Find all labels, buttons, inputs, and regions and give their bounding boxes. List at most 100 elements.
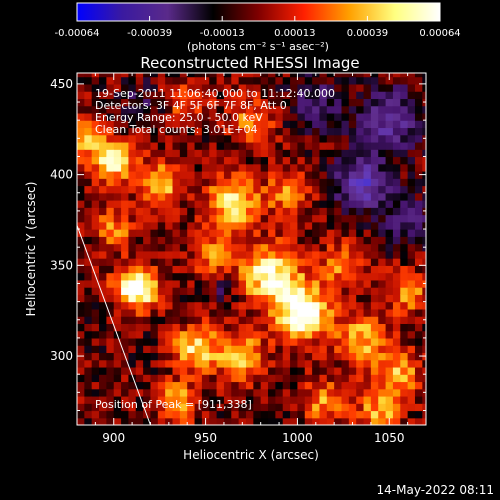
heatmap-cell <box>165 359 174 368</box>
heatmap-cell <box>216 337 225 346</box>
heatmap-cell <box>223 395 232 404</box>
heatmap-cell <box>231 185 240 194</box>
heatmap-cell <box>282 250 291 259</box>
heatmap-cell <box>84 316 93 324</box>
heatmap-cell <box>231 395 240 404</box>
heatmap-cell <box>135 301 144 310</box>
heatmap-cell <box>290 410 299 419</box>
heatmap-cell <box>275 395 284 404</box>
heatmap-cell <box>113 316 122 324</box>
heatmap-cell <box>209 279 218 288</box>
heatmap-cell <box>113 345 122 354</box>
heatmap-cell <box>223 221 232 230</box>
heatmap-cell <box>268 258 276 266</box>
heatmap-cell <box>187 417 196 425</box>
heatmap-cell <box>84 134 93 143</box>
heatmap-cell <box>201 76 210 85</box>
heatmap-cell <box>113 236 122 245</box>
heatmap-cell <box>341 388 350 397</box>
heatmap-cell <box>179 243 188 252</box>
heatmap-cell <box>407 98 416 107</box>
heatmap-cell <box>113 272 122 281</box>
heatmap-cell <box>179 374 188 383</box>
heatmap-cell <box>356 395 365 404</box>
heatmap-cell <box>414 337 423 346</box>
heatmap-cell <box>370 243 379 252</box>
heatmap-cell <box>414 83 423 92</box>
heatmap-cell <box>363 120 372 129</box>
heatmap-cell <box>326 323 335 332</box>
heatmap-cell <box>209 381 218 390</box>
heatmap-cell <box>253 200 262 208</box>
heatmap-cell <box>245 221 254 230</box>
heatmap-cell <box>91 381 100 390</box>
heatmap-cell <box>179 127 188 136</box>
heatmap-cell <box>245 207 254 216</box>
heatmap-cell <box>363 287 372 295</box>
heatmap-cell <box>150 163 159 172</box>
heatmap-cell <box>348 98 357 107</box>
heatmap-cell <box>392 141 401 150</box>
heatmap-cell <box>253 308 262 317</box>
heatmap-cell <box>223 287 232 295</box>
heatmap-cell <box>378 287 387 295</box>
heatmap-cell <box>385 374 394 383</box>
heatmap-cell <box>121 91 130 99</box>
heatmap-cell <box>245 120 254 129</box>
heatmap-cell <box>157 221 166 230</box>
heatmap-cell <box>268 316 276 324</box>
heatmap-cell <box>260 403 269 412</box>
heatmap-cell <box>135 200 144 208</box>
heatmap-cell <box>187 221 196 230</box>
heatmap-cell <box>77 73 85 78</box>
heatmap-cell <box>121 258 130 266</box>
heatmap-cell <box>275 388 284 397</box>
heatmap-cell <box>363 366 372 375</box>
heatmap-cell <box>245 214 254 223</box>
heatmap-cell <box>348 308 357 317</box>
heatmap-cell <box>334 76 343 85</box>
heatmap-cell <box>113 294 122 303</box>
heatmap-cell <box>238 156 247 165</box>
heatmap-cell <box>385 337 394 346</box>
heatmap-cell <box>77 91 85 99</box>
heatmap-cell <box>348 337 357 346</box>
peak-position-label: Position of Peak = [911,338] <box>95 398 252 411</box>
heatmap-cell <box>297 395 306 404</box>
heatmap-cell <box>385 250 394 259</box>
heatmap-cell <box>91 236 100 245</box>
heatmap-cell <box>157 366 166 375</box>
heatmap-cell <box>99 73 107 78</box>
heatmap-cell <box>363 395 372 404</box>
heatmap-cell <box>165 410 174 419</box>
heatmap-cell <box>312 76 321 85</box>
heatmap-cell <box>84 98 93 107</box>
heatmap-cell <box>341 337 350 346</box>
heatmap-cell <box>378 250 387 259</box>
heatmap-cell <box>422 192 426 201</box>
heatmap-cell <box>150 73 159 78</box>
heatmap-cell <box>326 403 335 412</box>
heatmap-cell <box>91 105 100 114</box>
heatmap-cell <box>128 301 137 310</box>
heatmap-cell <box>91 221 100 230</box>
heatmap-cell <box>121 323 130 332</box>
heatmap-cell <box>245 112 254 121</box>
heatmap-cell <box>172 381 181 390</box>
heatmap-cell <box>209 127 218 136</box>
heatmap-cell <box>341 417 350 425</box>
heatmap-cell <box>334 134 343 143</box>
heatmap-cell <box>106 316 115 324</box>
heatmap-cell <box>341 105 350 114</box>
heatmap-cell <box>312 178 321 187</box>
heatmap-cell <box>275 287 284 295</box>
heatmap-cell <box>231 200 240 208</box>
heatmap-cell <box>334 294 343 303</box>
heatmap-cell <box>260 366 269 375</box>
heatmap-cell <box>201 83 210 92</box>
heatmap-cell <box>238 221 247 230</box>
heatmap-cell <box>84 200 93 208</box>
heatmap-cell <box>378 316 387 324</box>
heatmap-cell <box>268 170 276 179</box>
heatmap-cell <box>304 229 313 237</box>
